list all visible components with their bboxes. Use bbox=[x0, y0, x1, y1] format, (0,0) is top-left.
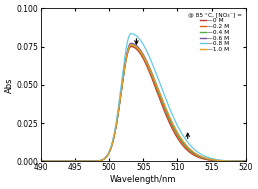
Legend: —0 M, —0.2 M, —0.4 M, —0.6 M, —0.8 M, —1.0 M: —0 M, —0.2 M, —0.4 M, —0.6 M, —0.8 M, —1… bbox=[187, 11, 243, 53]
Y-axis label: Abs: Abs bbox=[5, 77, 14, 93]
X-axis label: Wavelength/nm: Wavelength/nm bbox=[110, 175, 176, 184]
